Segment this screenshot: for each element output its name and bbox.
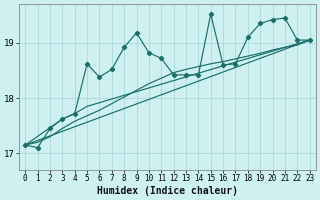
X-axis label: Humidex (Indice chaleur): Humidex (Indice chaleur) <box>97 186 238 196</box>
